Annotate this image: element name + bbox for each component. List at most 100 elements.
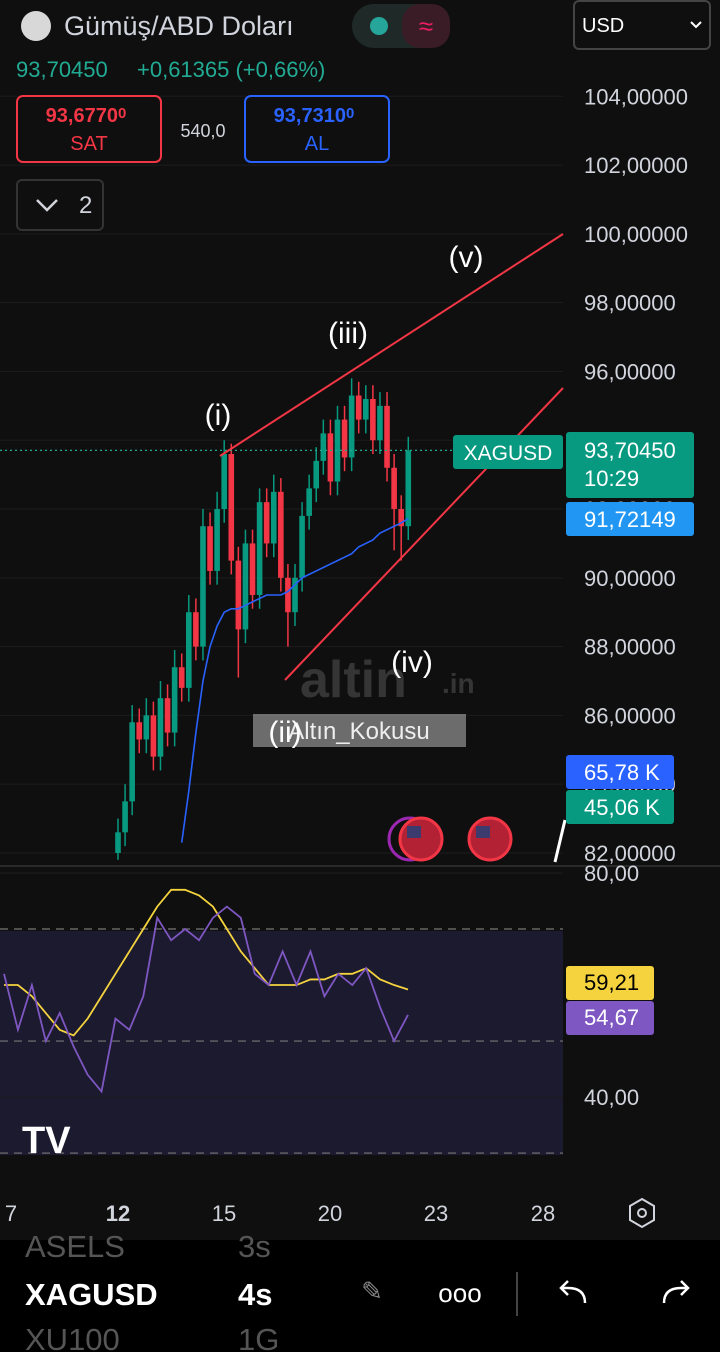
redo-icon[interactable] — [662, 1280, 690, 1304]
buy-price-small: 0 — [346, 105, 354, 122]
x-tick-label: 15 — [212, 1201, 236, 1226]
watermark-suffix: .in — [442, 668, 475, 699]
drawing-stub — [553, 819, 567, 863]
currency: USD — [582, 15, 624, 37]
candle-body — [249, 543, 256, 596]
candle-body — [327, 433, 334, 482]
indicator-toggle[interactable] — [16, 179, 104, 231]
candle-body — [292, 577, 298, 613]
sell-label: SAT — [70, 133, 107, 155]
wave-label: (iv) — [391, 646, 433, 679]
y-tick-label: 82,00000 — [584, 841, 676, 866]
status-dot — [370, 17, 388, 35]
y-tick-label: 80,00 — [584, 861, 639, 886]
x-tick-label: 23 — [424, 1201, 448, 1226]
candle-body — [136, 722, 143, 740]
candle-body — [377, 405, 383, 441]
wave-label: (v) — [449, 241, 484, 274]
candle-body — [221, 453, 227, 510]
watchlist-symbol: XU100 — [25, 1322, 120, 1352]
y-tick-label: 100,00000 — [584, 222, 688, 247]
currency-select[interactable] — [573, 0, 711, 50]
watchlist-symbol: XAGUSD — [25, 1277, 158, 1312]
y-tick-label: 88,00000 — [584, 635, 676, 660]
candle-body — [363, 398, 369, 420]
volume-badge — [566, 755, 674, 789]
candle-body — [405, 450, 412, 527]
candle-body — [263, 502, 270, 544]
candle-body — [306, 488, 312, 516]
candle-body — [391, 467, 397, 510]
x-tick-label: 7 — [5, 1201, 17, 1226]
sell-button[interactable] — [16, 95, 162, 163]
moving-average — [180, 517, 409, 843]
indicator-count: 2 — [79, 192, 92, 219]
y-tick-label: 90,00000 — [584, 566, 676, 591]
candle-body — [171, 667, 178, 733]
candle-body — [143, 715, 150, 740]
event-icon[interactable] — [467, 816, 513, 862]
rsi-line — [4, 888, 409, 1037]
candle-body — [370, 398, 376, 441]
candle-body — [186, 612, 192, 688]
volume-badge-text: 45,06 K — [584, 795, 660, 820]
last-price: 93,70450 — [16, 57, 108, 82]
time-badge-text: 10:29 — [584, 466, 639, 491]
candle-body — [320, 433, 327, 461]
candle-body — [242, 543, 249, 630]
candle-body — [115, 832, 121, 853]
candle-body — [270, 491, 277, 544]
candle-body — [207, 526, 213, 571]
event-icon[interactable] — [398, 816, 444, 862]
y-tick-label: 104,00000 — [584, 84, 688, 109]
flag-canton — [407, 826, 421, 838]
symbol-badge — [453, 435, 563, 469]
candle-body — [200, 526, 206, 647]
rsi-band — [0, 931, 563, 1155]
candle-body — [256, 502, 263, 596]
bottom-bar — [0, 1240, 720, 1352]
sell-price: 93,67700 — [46, 105, 127, 127]
buy-label: AL — [305, 133, 329, 155]
y-tick-label: 102,00000 — [584, 153, 688, 178]
volume-badge — [566, 790, 674, 824]
candle-body — [278, 491, 284, 578]
watchlist-interval: 1G — [238, 1322, 279, 1352]
undo-icon[interactable] — [559, 1280, 587, 1304]
x-tick-label: 12 — [106, 1201, 130, 1226]
candle-body — [178, 667, 185, 688]
select-arrow — [690, 21, 702, 29]
candle-body — [129, 722, 135, 802]
ma-badge — [566, 502, 694, 536]
watchlist-symbol: ASELS — [25, 1229, 125, 1264]
more-icon[interactable]: ooo — [438, 1278, 481, 1308]
buy-price-main: 93,7310 — [274, 105, 346, 127]
candle-body — [313, 460, 320, 489]
wave-label: (iii) — [328, 317, 368, 350]
candle-body — [334, 419, 341, 482]
ma-badge-text: 91,72149 — [584, 507, 676, 532]
watchlist-interval: 3s — [238, 1229, 271, 1264]
x-tick-label: 28 — [531, 1201, 555, 1226]
rsi-badge — [566, 1001, 654, 1035]
status-wave — [402, 4, 450, 48]
chevron — [36, 199, 58, 212]
y-tick-label: 86,00000 — [584, 703, 676, 728]
price-badge-text: 93,70450 — [584, 438, 676, 463]
candle-body — [285, 577, 291, 613]
settings-icon-center — [637, 1208, 647, 1218]
y-tick-label: 96,00000 — [584, 359, 676, 384]
candle-body — [164, 698, 171, 733]
draw-icon[interactable]: ✎ — [361, 1276, 383, 1306]
candle-body — [355, 395, 362, 420]
trend-line — [219, 233, 564, 457]
y-tick-label: 98,00000 — [584, 291, 676, 316]
sell-price-main: 93,6770 — [46, 105, 118, 127]
candle-body — [157, 698, 164, 757]
x-tick-label: 20 — [318, 1201, 342, 1226]
watermark-user: Altın_Kokusu — [288, 718, 429, 745]
buy-button[interactable] — [244, 95, 390, 163]
settings-icon[interactable] — [629, 1197, 655, 1229]
symbol-icon — [21, 11, 51, 41]
